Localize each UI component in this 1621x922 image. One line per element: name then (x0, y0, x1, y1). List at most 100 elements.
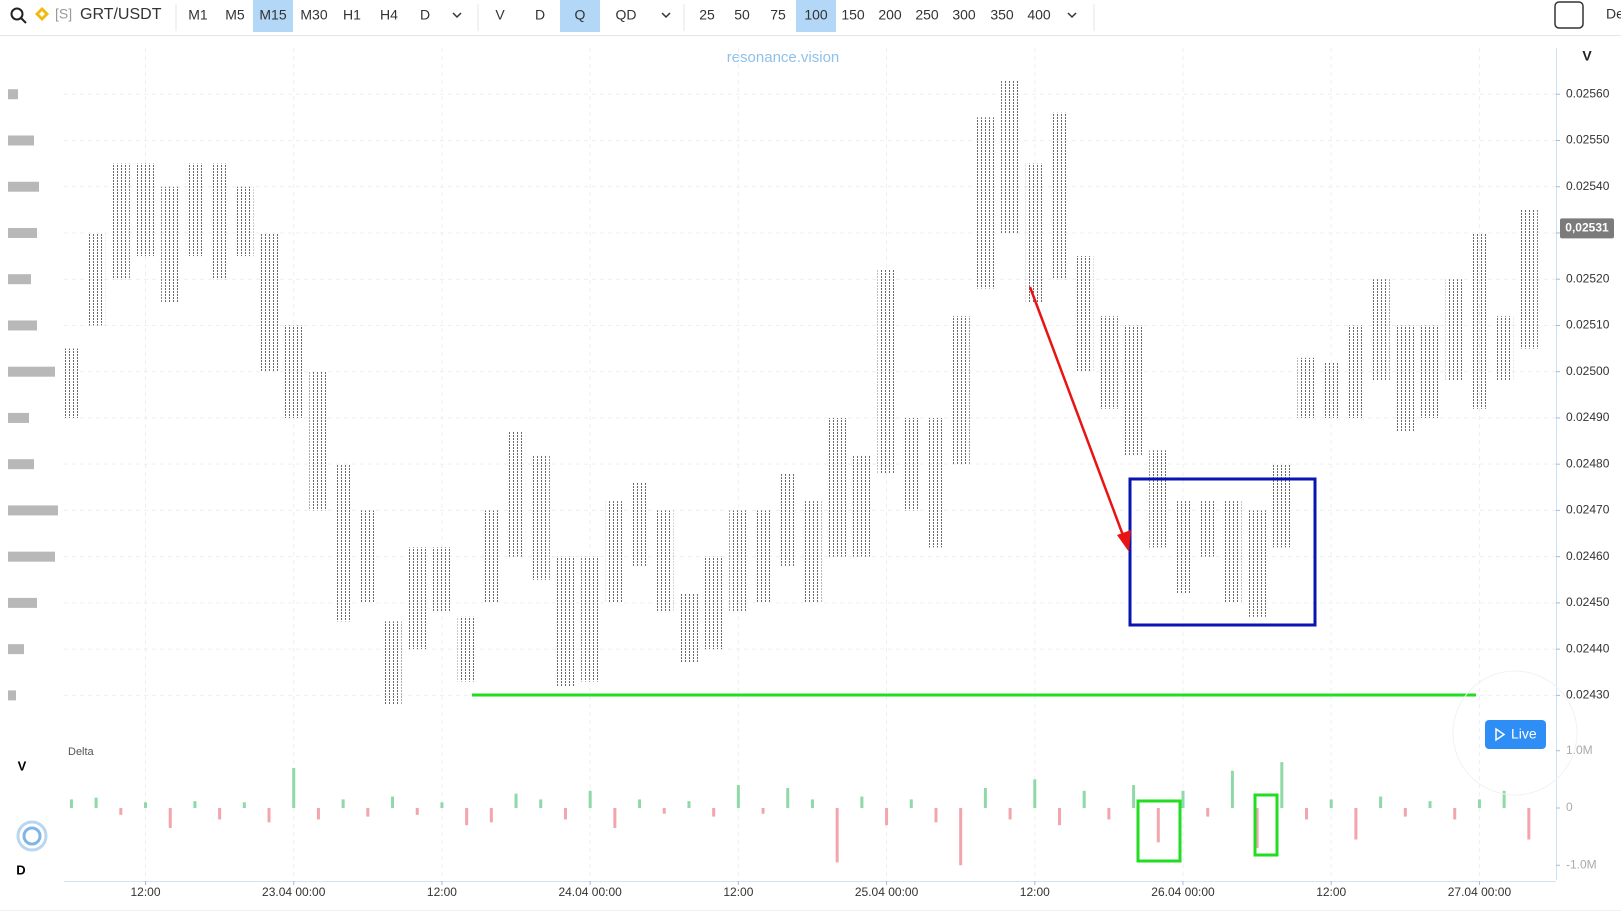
delta-bar (1033, 779, 1037, 808)
toolbar-button[interactable]: D (535, 7, 545, 23)
delta-bar (1181, 790, 1185, 808)
delta-bar (638, 799, 642, 808)
cluster-bar (1421, 325, 1440, 418)
delta-bar (1057, 808, 1061, 826)
y-tick-label: 0.02470 (1566, 503, 1610, 517)
cluster-bar (284, 325, 303, 418)
symbol-prefix: [S] (55, 6, 72, 22)
cluster-bar (1050, 112, 1069, 280)
delta-bar (687, 801, 691, 808)
cluster-bar (1495, 316, 1514, 381)
pane-label-d: D (16, 862, 25, 877)
toolbar-button[interactable]: M1 (188, 7, 208, 23)
volume-profile-bar (8, 181, 39, 192)
x-tick-label: 12:00 (1020, 885, 1050, 899)
toolbar-button[interactable]: 250 (915, 7, 939, 23)
cluster-bar (531, 454, 550, 580)
delta-bar (736, 785, 740, 808)
toolbar-button[interactable]: 350 (990, 7, 1014, 23)
toolbar-right-label[interactable]: De (1606, 6, 1621, 22)
pane-label-v: V (18, 758, 27, 773)
toolbar-button[interactable]: 50 (734, 7, 750, 23)
delta-tick-label: 1.0M (1566, 743, 1593, 757)
delta-bar (489, 808, 493, 823)
toolbar-button[interactable]: 300 (952, 7, 976, 23)
volume-profile-bar (8, 274, 31, 285)
cluster-bar (408, 547, 427, 650)
volume-profile-bar (8, 505, 58, 516)
active-button-bg (560, 0, 600, 32)
delta-bar (366, 808, 370, 817)
dropdown-arrow[interactable] (1067, 12, 1077, 19)
cluster-bar (1075, 256, 1094, 372)
y-tick-label: 0.02440 (1566, 641, 1610, 655)
toolbar-button[interactable]: M30 (300, 7, 327, 23)
delta-tick-label: -1.0M (1566, 857, 1597, 871)
cluster-bar (87, 232, 106, 326)
toolbar-button[interactable]: Q (575, 7, 586, 23)
exchange-icon (35, 7, 49, 21)
cluster-bar (1272, 464, 1291, 548)
toolbar-button[interactable]: H4 (380, 7, 398, 23)
delta-bar (341, 799, 345, 808)
toolbar-button[interactable]: M5 (225, 7, 245, 23)
toolbar-button[interactable]: QD (616, 7, 637, 23)
cluster-bar (1396, 325, 1415, 432)
toolbar-button[interactable]: 75 (770, 7, 786, 23)
x-tick-label: 26.04 00:00 (1151, 885, 1215, 899)
delta-bar (1280, 762, 1284, 808)
cluster-bar (358, 510, 377, 603)
toolbar-button[interactable]: M15 (259, 7, 286, 23)
delta-bar (94, 797, 98, 808)
symbol[interactable]: GRT/USDT (80, 6, 162, 23)
arrow-head (1117, 530, 1131, 552)
cluster-bar (1198, 501, 1217, 557)
delta-bar (810, 799, 814, 808)
toolbar-button[interactable]: 25 (699, 7, 715, 23)
cluster-bar (309, 371, 328, 511)
cluster-bar (1149, 450, 1168, 548)
delta-bar (885, 808, 889, 826)
delta-bar (218, 808, 222, 820)
cluster-bar (432, 547, 451, 613)
volume-profile-bar (8, 551, 55, 562)
search-icon[interactable] (10, 7, 27, 24)
dropdown-arrow[interactable] (661, 12, 671, 19)
delta-bar (1477, 799, 1481, 808)
toolbar-button[interactable]: 150 (841, 7, 865, 23)
toolbar-button[interactable]: 100 (804, 7, 828, 23)
toolbar-button[interactable]: H1 (343, 7, 361, 23)
delta-bar (144, 802, 148, 808)
toolbar-button[interactable]: 200 (878, 7, 902, 23)
toolbar-button[interactable]: D (420, 7, 430, 23)
x-tick-label: 12:00 (427, 885, 457, 899)
live-button-bg[interactable] (1485, 720, 1546, 749)
delta-bar (761, 808, 765, 814)
toolbar-button[interactable]: 400 (1027, 7, 1051, 23)
cluster-bar (1470, 232, 1489, 409)
cluster-bar (1297, 357, 1316, 418)
delta-bar (786, 787, 790, 808)
live-halo (1452, 670, 1578, 796)
delta-bar (1008, 808, 1012, 820)
cluster-bar (334, 464, 353, 622)
cluster-bar (1174, 501, 1192, 594)
delta-bar (1305, 808, 1309, 820)
cluster-bar (210, 163, 229, 280)
toolbar-button[interactable]: V (495, 7, 505, 23)
annotation-box (1128, 477, 1317, 627)
live-label[interactable]: Live (1511, 726, 1537, 742)
delta-bar (835, 808, 839, 863)
cluster-bar (482, 510, 501, 603)
delta-bar (1428, 801, 1432, 808)
dropdown-arrow[interactable] (452, 12, 462, 19)
volume-profile-bar (8, 412, 29, 423)
cluster-bar (655, 510, 674, 613)
layout-button[interactable] (1554, 1, 1584, 29)
cluster-bar (457, 616, 476, 682)
live-button[interactable]: Live (1485, 720, 1546, 749)
cluster-bar (185, 163, 204, 257)
cluster-bar (877, 269, 896, 474)
